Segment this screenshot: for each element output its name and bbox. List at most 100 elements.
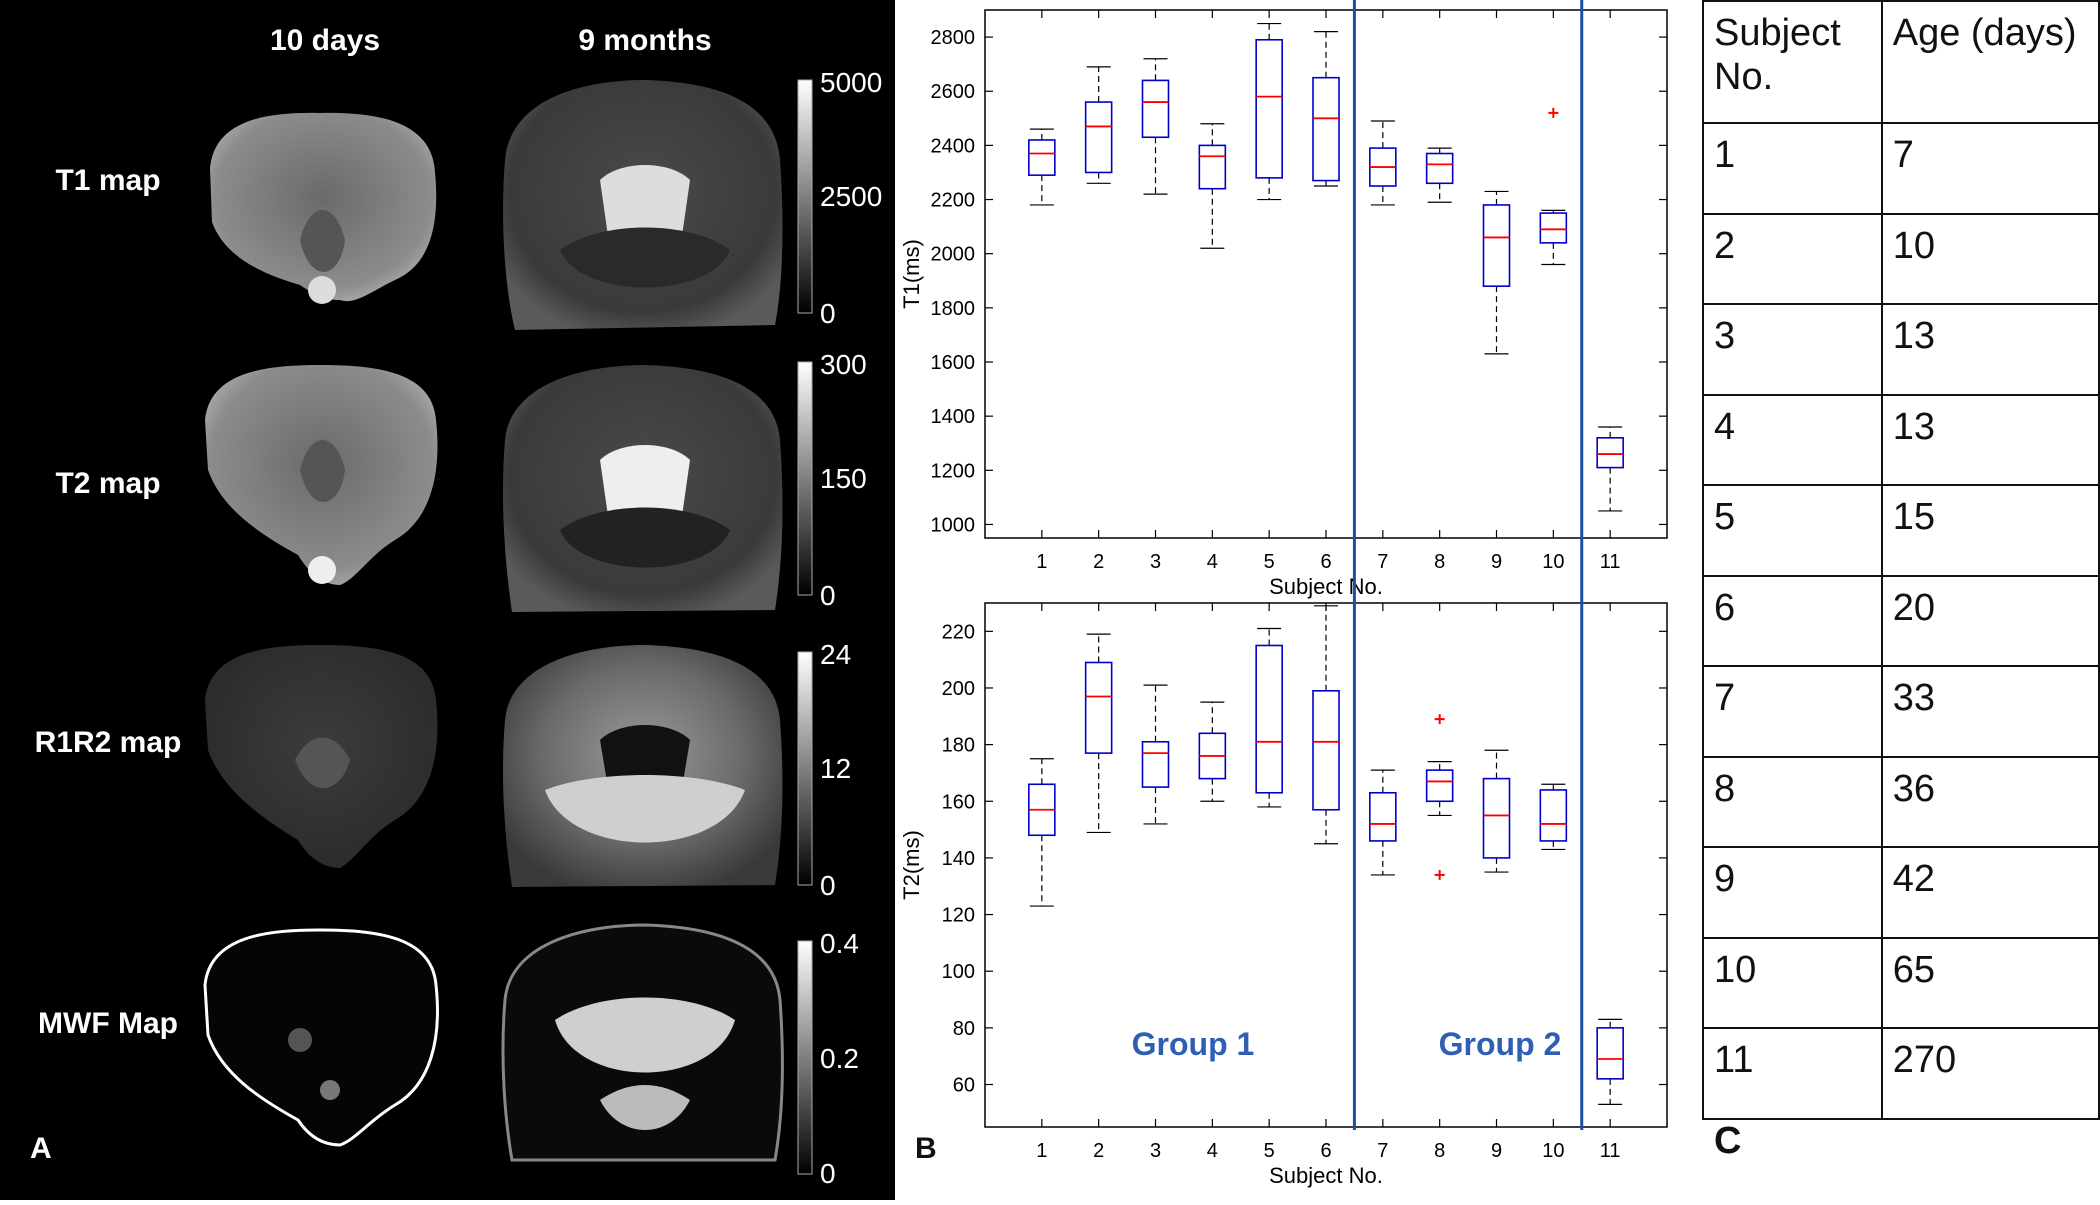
box-subject-3 — [1141, 58, 1170, 195]
column-header-9-months: 9 months — [578, 24, 711, 57]
group-dividers — [1352, 0, 1584, 1130]
table-row: 4 13 — [1702, 393, 2100, 486]
x-tick-label: 9 — [1491, 551, 1502, 573]
colorbar-r1r2: 24 12 0 — [797, 639, 851, 901]
box-subject-9 — [1482, 190, 1511, 355]
colorbar-r1r2-tick-mid: 12 — [820, 753, 851, 784]
iqr-box — [1084, 661, 1113, 754]
colorbar-t2: 300 150 0 — [797, 349, 867, 611]
colorbar-r1r2-tick-max: 24 — [820, 639, 851, 670]
box-subject-4 — [1198, 701, 1227, 802]
brain-r1r2-9-months — [502, 645, 783, 887]
brain-t2-10-days — [205, 365, 438, 585]
cell-age: 15 — [1880, 484, 2100, 577]
iqr-box — [1141, 79, 1170, 139]
table-row: 6 20 — [1702, 574, 2100, 667]
cell-subject-no: 3 — [1702, 303, 1883, 396]
colorbar-t1-tick-max: 5000 — [820, 67, 882, 98]
box-subject-2 — [1084, 66, 1113, 184]
colorbar-t2-tick-max: 300 — [820, 349, 867, 380]
box-subject-8 — [1425, 714, 1454, 880]
mri-figure: 10 days 9 months T1 map T2 map R1R2 map … — [30, 24, 882, 1189]
y-tick-label: 60 — [953, 1075, 975, 1097]
iqr-box — [1198, 144, 1227, 190]
iqr-box — [1255, 38, 1283, 179]
y-axis-label: T1(ms) — [899, 239, 924, 309]
cell-age: 270 — [1880, 1027, 2100, 1120]
panel-b-box-plots: 1000 1200 1400 1600 1800 2000 2200 2400 2600 2800… — [895, 0, 1702, 1200]
x-tick-label: 7 — [1377, 1140, 1388, 1162]
plot-frame — [984, 602, 1668, 1128]
cell-subject-no: 5 — [1702, 484, 1883, 577]
y-tick-label: 1400 — [931, 406, 976, 428]
iqr-box — [1028, 139, 1056, 176]
table-row: 3 13 — [1702, 303, 2100, 396]
panel-c-age-table: Subject No. Age (days) 1 7 2 10 3 13 4 13 5 15 6 20 7 3… — [1702, 0, 2100, 1200]
y-tick-label: 180 — [942, 735, 975, 757]
colorbar-mwf-tick-max: 0.4 — [820, 928, 859, 959]
panel-a-mri-maps: 10 days 9 months T1 map T2 map R1R2 map … — [0, 0, 895, 1200]
cell-age: 42 — [1880, 846, 2100, 939]
x-tick-label: 7 — [1377, 551, 1388, 573]
iqr-box — [1312, 690, 1340, 811]
y-tick-label: 2200 — [931, 190, 976, 212]
row-label-mwf-map: MWF Map — [38, 1007, 178, 1040]
colorbar-mwf-tick-mid: 0.2 — [820, 1043, 859, 1074]
box-subject-1 — [1028, 758, 1056, 907]
colorbar-mwf-tick-min: 0 — [820, 1158, 836, 1189]
iqr-box — [1255, 644, 1283, 794]
column-header-10-days: 10 days — [270, 24, 380, 57]
y-tick-label: 220 — [942, 621, 975, 643]
x-tick-label: 4 — [1207, 1140, 1218, 1162]
x-axis-label: Subject No. — [1269, 574, 1383, 599]
x-tick-label: 2 — [1093, 1140, 1104, 1162]
y-tick-label: 1800 — [931, 298, 976, 320]
table-header-row: Subject No. Age (days) — [1702, 0, 2100, 124]
y-tick-label: 120 — [942, 905, 975, 927]
header-age-days: Age (days) — [1880, 0, 2100, 124]
age-table: Subject No. Age (days) 1 7 2 10 3 13 4 13 5 15 6 20 7 3… — [1702, 0, 2100, 1120]
x-tick-label: 1 — [1036, 1140, 1047, 1162]
box-subject-10 — [1539, 107, 1568, 266]
iqr-box — [1084, 101, 1113, 174]
iqr-box — [1539, 212, 1568, 244]
cell-subject-no: 6 — [1702, 574, 1883, 667]
x-tick-label: 4 — [1207, 551, 1218, 573]
table-row: 2 10 — [1702, 212, 2100, 305]
x-tick-label: 8 — [1434, 1140, 1445, 1162]
x-tick-label: 11 — [1600, 1140, 1621, 1162]
t1-boxplot: 1000 1200 1400 1600 1800 2000 2200 2400 2600 2800… — [899, 9, 1668, 599]
cell-subject-no: 2 — [1702, 212, 1883, 305]
panel-a-letter: A — [30, 1132, 52, 1165]
cell-age: 33 — [1880, 665, 2100, 758]
table-row: 10 65 — [1702, 936, 2100, 1029]
box-subject-1 — [1028, 128, 1056, 206]
iqr-box — [1425, 769, 1454, 803]
t2-boxplot: 60 80 100 120 140 160 180 200 220 1 2 3 4 5 6 7 8 9 10 11 Su… — [899, 602, 1668, 1188]
x-tick-label: 5 — [1264, 1140, 1275, 1162]
iqr-box — [1141, 740, 1170, 788]
box-subject-11 — [1596, 426, 1624, 512]
panel-b-letter: B — [915, 1132, 937, 1165]
y-tick-label: 2600 — [931, 81, 976, 103]
x-tick-label: 10 — [1542, 1140, 1564, 1162]
x-tick-label: 10 — [1542, 551, 1564, 573]
colorbar-t2-tick-mid: 150 — [820, 463, 867, 494]
brain-t2-9-months — [502, 365, 783, 612]
iqr-box — [1482, 204, 1511, 287]
box-subject-6 — [1312, 31, 1340, 187]
panel-c-letter: C — [1714, 1120, 1742, 1162]
cell-age: 36 — [1880, 755, 2100, 848]
iqr-box — [1596, 437, 1624, 469]
iqr-box — [1539, 789, 1568, 842]
cell-subject-no: 7 — [1702, 665, 1883, 758]
brain-r1r2-10-days — [205, 645, 438, 868]
x-tick-label: 3 — [1150, 551, 1161, 573]
cell-age: 10 — [1880, 212, 2100, 305]
table-row: 5 15 — [1702, 484, 2100, 577]
box-subject-3 — [1141, 684, 1170, 825]
colorbar-t2-tick-min: 0 — [820, 580, 836, 611]
brain-mwf-10-days — [203, 928, 439, 1147]
x-tick-label: 6 — [1320, 551, 1331, 573]
colorbar-r1r2-tick-min: 0 — [820, 870, 836, 901]
